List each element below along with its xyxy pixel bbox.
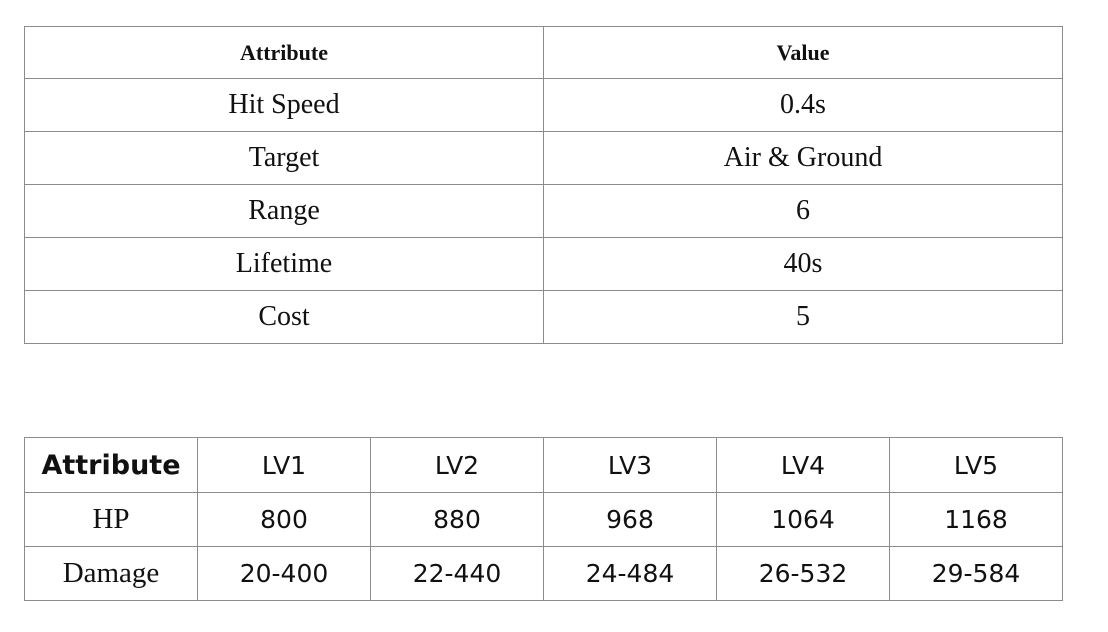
value-cell: 29-584 [889,546,1063,601]
attribute-cell: HP [24,492,198,547]
table-header-row: Attribute Value [24,26,1063,79]
attribute-cell: Target [24,131,544,185]
table-row: Damage 20-400 22-440 24-484 26-532 29-58… [24,546,1063,601]
table-row: Target Air & Ground [24,131,1063,185]
attribute-value-table: Attribute Value Hit Speed 0.4s Target Ai… [24,26,1063,344]
table-row: Hit Speed 0.4s [24,78,1063,132]
header-lv3: LV3 [543,437,717,493]
table-header-row: Attribute LV1 LV2 LV3 LV4 LV5 [24,437,1063,493]
value-cell: 20-400 [197,546,371,601]
value-cell: 24-484 [543,546,717,601]
header-lv2: LV2 [370,437,544,493]
value-cell: Air & Ground [543,131,1063,185]
header-value: Value [543,26,1063,79]
header-attribute: Attribute [24,437,198,493]
header-lv1: LV1 [197,437,371,493]
attribute-cell: Lifetime [24,237,544,291]
attribute-cell: Damage [24,546,198,601]
value-cell: 26-532 [716,546,890,601]
header-lv4: LV4 [716,437,890,493]
table-row: HP 800 880 968 1064 1168 [24,492,1063,547]
value-cell: 6 [543,184,1063,238]
value-cell: 40s [543,237,1063,291]
value-cell: 1064 [716,492,890,547]
table-row: Range 6 [24,184,1063,238]
attribute-cell: Range [24,184,544,238]
attribute-cell: Hit Speed [24,78,544,132]
attribute-cell: Cost [24,290,544,344]
value-cell: 968 [543,492,717,547]
value-cell: 1168 [889,492,1063,547]
value-cell: 880 [370,492,544,547]
table-row: Cost 5 [24,290,1063,344]
value-cell: 0.4s [543,78,1063,132]
value-cell: 800 [197,492,371,547]
value-cell: 22-440 [370,546,544,601]
header-lv5: LV5 [889,437,1063,493]
table-row: Lifetime 40s [24,237,1063,291]
level-stats-table: Attribute LV1 LV2 LV3 LV4 LV5 HP 800 880… [24,437,1063,601]
header-attribute: Attribute [24,26,544,79]
value-cell: 5 [543,290,1063,344]
